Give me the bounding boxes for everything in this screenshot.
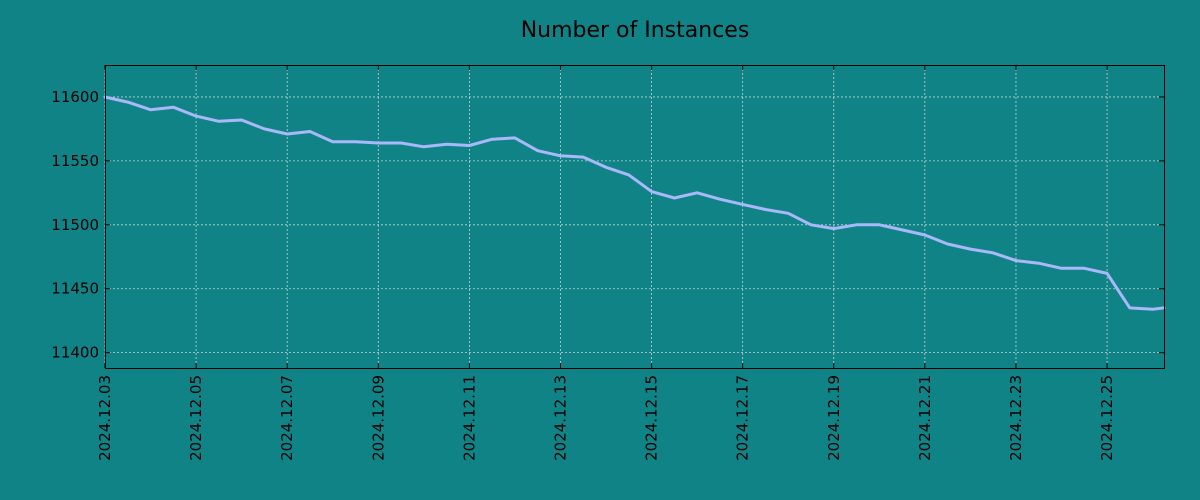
plot-frame xyxy=(105,65,1165,369)
grid-lines xyxy=(104,65,1164,368)
x-tick-label: 2024.12.17 xyxy=(734,375,752,461)
y-tick-labels: 11400 11450 11500 11550 11600 xyxy=(51,88,99,362)
y-tick-label: 11500 xyxy=(51,216,99,234)
x-tick-label: 2024.12.15 xyxy=(643,375,661,461)
x-tick-label: 2024.12.23 xyxy=(1007,375,1025,461)
x-tick-label: 2024.12.25 xyxy=(1098,375,1116,461)
x-tick-label: 2024.12.09 xyxy=(369,375,387,461)
x-tick-label: 2024.12.19 xyxy=(825,375,843,461)
x-tick-label: 2024.12.21 xyxy=(916,375,934,461)
x-tick-label: 2024.12.11 xyxy=(460,375,478,461)
y-tick-label: 11400 xyxy=(51,344,99,362)
x-tick-label: 2024.12.03 xyxy=(96,375,114,461)
x-tick-label: 2024.12.07 xyxy=(278,375,296,461)
instances-series-line xyxy=(103,95,1166,311)
x-tick-label: 2024.12.13 xyxy=(551,375,569,461)
x-tick-labels: 2024.12.03 2024.12.05 2024.12.07 2024.12.09… xyxy=(96,375,1116,461)
y-tick-label: 11550 xyxy=(51,152,99,170)
y-tick-label: 11600 xyxy=(51,88,99,106)
y-tick-label: 11450 xyxy=(51,280,99,298)
x-tick-label: 2024.12.05 xyxy=(187,375,205,461)
axis-ticks xyxy=(104,65,1164,368)
chart-title: Number of Instances xyxy=(521,18,750,43)
